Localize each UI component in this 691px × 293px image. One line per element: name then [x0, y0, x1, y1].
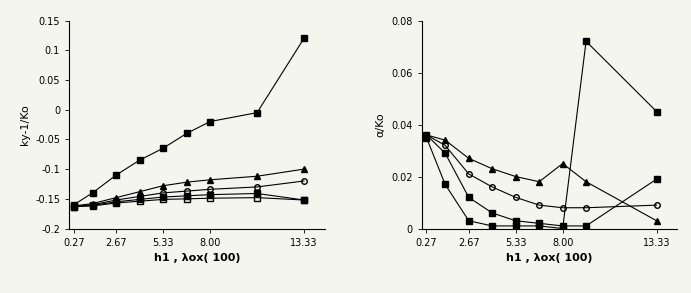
X-axis label: h1 , λox( 100): h1 , λox( 100)	[507, 253, 593, 263]
X-axis label: h1 , λox( 100): h1 , λox( 100)	[153, 253, 240, 263]
Y-axis label: α/Ko: α/Ko	[376, 112, 386, 137]
Y-axis label: ky-1/Ko: ky-1/Ko	[19, 104, 30, 145]
